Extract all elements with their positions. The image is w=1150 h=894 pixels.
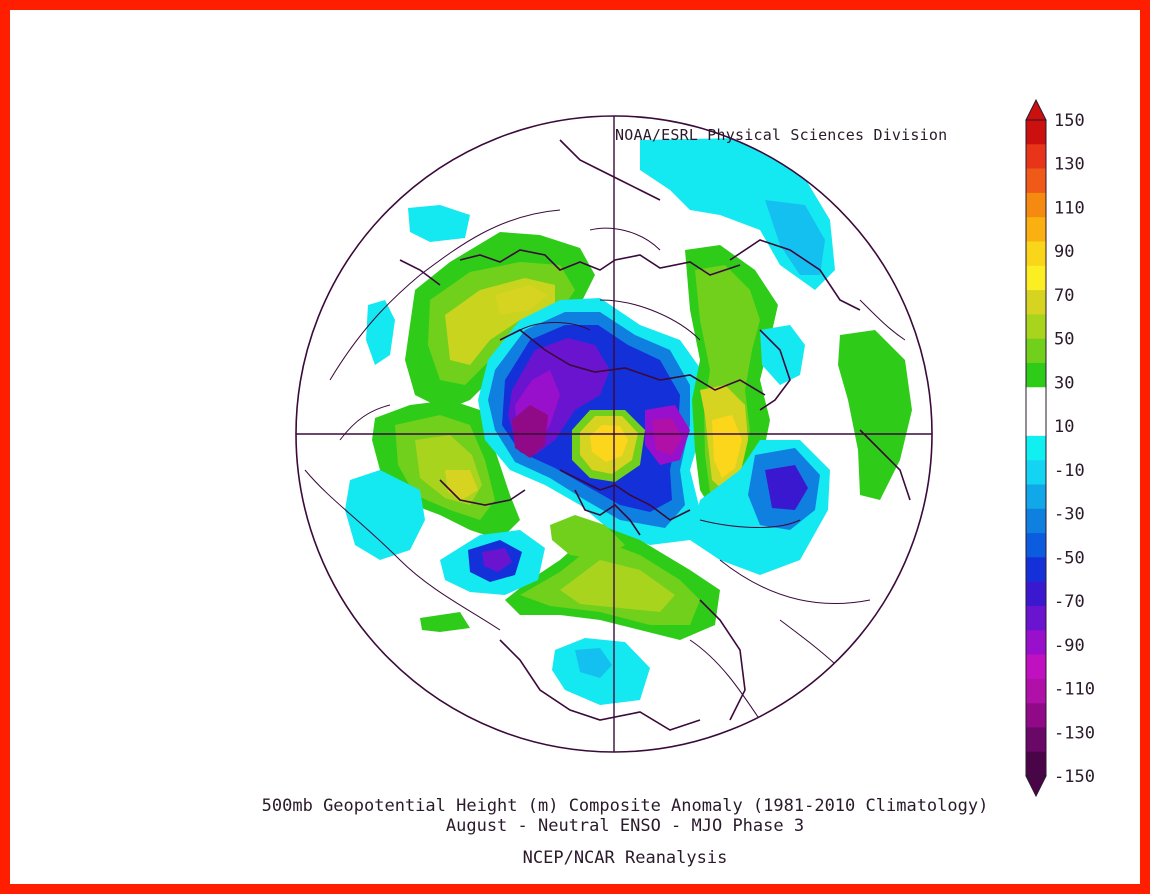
anomaly-positive-na-l4 — [495, 285, 548, 315]
colorbar-segment — [1026, 751, 1046, 777]
anomaly-negative-top-left — [408, 205, 470, 242]
anomaly-negative-top-deep — [765, 200, 825, 275]
colorbar-segment — [1026, 192, 1046, 218]
colorbar-tick-label: 110 — [1054, 198, 1085, 218]
colorbar-tick-label: -130 — [1054, 723, 1095, 743]
colorbar-segment — [1026, 654, 1046, 680]
anomaly-negative-southeast-us-l2 — [575, 648, 612, 678]
anomaly-positive-pacific-east — [838, 330, 912, 500]
polar-stereographic-map — [295, 115, 933, 753]
colorbar-segment — [1026, 727, 1046, 753]
colorbar: 150 130 110 90 70 50 30 10 -10 -30 -50 -70 -90 -110 -1… — [1025, 98, 1095, 798]
colorbar-tick-label: -150 — [1054, 767, 1095, 787]
colorbar-top-arrow — [1025, 98, 1047, 121]
colorbar-segment — [1026, 678, 1046, 704]
anomaly-negative-left-2 — [345, 470, 425, 560]
colorbar-bottom-arrow — [1025, 775, 1047, 798]
coastlines — [399, 139, 911, 731]
anomaly-negative-alaska-l3 — [482, 548, 512, 572]
colorbar-segment — [1026, 630, 1046, 655]
colorbar-segment — [1026, 144, 1046, 169]
colorbar-segment — [1026, 533, 1046, 558]
colorbar-segment — [1026, 387, 1046, 412]
map-subtitle: August - Neutral ENSO - MJO Phase 3 — [445, 816, 805, 836]
colorbar-segment — [1026, 484, 1046, 510]
colorbar-segment — [1026, 241, 1046, 267]
figure-canvas: 150 130 110 90 70 50 30 10 -10 -30 -50 -70 -90 -110 -1… — [10, 10, 1140, 884]
colorbar-segment — [1026, 168, 1046, 194]
colorbar-outline — [1025, 119, 1047, 777]
colorbar-tick-label: -50 — [1054, 548, 1085, 568]
colorbar-segment — [1026, 581, 1046, 607]
credit-label: NOAA/ESRL Physical Sciences Division — [615, 126, 948, 144]
colorbar-segment — [1026, 508, 1046, 534]
anomaly-positive-na-small — [420, 612, 470, 632]
colorbar-tick-label: 90 — [1054, 242, 1074, 262]
colorbar-segment — [1026, 411, 1046, 437]
anomaly-negative-left-1 — [366, 300, 395, 365]
anomaly-negative-east-lobe-core — [652, 418, 682, 455]
colorbar-segment — [1026, 265, 1046, 291]
colorbar-tick-label: -90 — [1054, 636, 1085, 656]
anomaly-positive-europe-l4 — [712, 415, 742, 478]
colorbar-tick-label: 150 — [1054, 111, 1085, 131]
map-boundary-circle — [295, 115, 933, 753]
anomaly-negative-arctic-l6 — [512, 405, 548, 458]
anomaly-positive-north-america-l3 — [560, 560, 675, 612]
colorbar-tick-label: 130 — [1054, 155, 1085, 175]
map-title: 500mb Geopotential Height (m) Composite … — [261, 796, 989, 816]
colorbar-segment — [1026, 605, 1046, 631]
colorbar-tick-label: -10 — [1054, 461, 1085, 481]
colorbar-segment — [1026, 435, 1046, 461]
anomaly-negative-asia-south-l3 — [765, 465, 808, 510]
colorbar-tick-label: 50 — [1054, 330, 1074, 350]
colorbar-tick-label: -30 — [1054, 505, 1085, 525]
colorbar-segment — [1026, 338, 1046, 364]
colorbar-tick-label: -110 — [1054, 680, 1095, 700]
data-source-label: NCEP/NCAR Reanalysis — [522, 848, 728, 868]
colorbar-tick-label: 10 — [1054, 417, 1074, 437]
contour-lines — [304, 209, 906, 721]
anomaly-positive-na-upper — [550, 515, 625, 560]
colorbar-segment — [1026, 557, 1046, 582]
colorbar-segment — [1026, 314, 1046, 339]
colorbar-tick-label: 70 — [1054, 286, 1074, 306]
colorbar-tick-label: 30 — [1054, 373, 1074, 393]
colorbar-segment — [1026, 290, 1046, 315]
colorbar-segment — [1026, 460, 1046, 485]
colorbar-tick-label: -70 — [1054, 592, 1085, 612]
colorbar-segment — [1026, 703, 1046, 728]
colorbar-segment — [1026, 120, 1046, 145]
colorbar-segment — [1026, 362, 1046, 388]
colorbar-segment — [1026, 217, 1046, 242]
